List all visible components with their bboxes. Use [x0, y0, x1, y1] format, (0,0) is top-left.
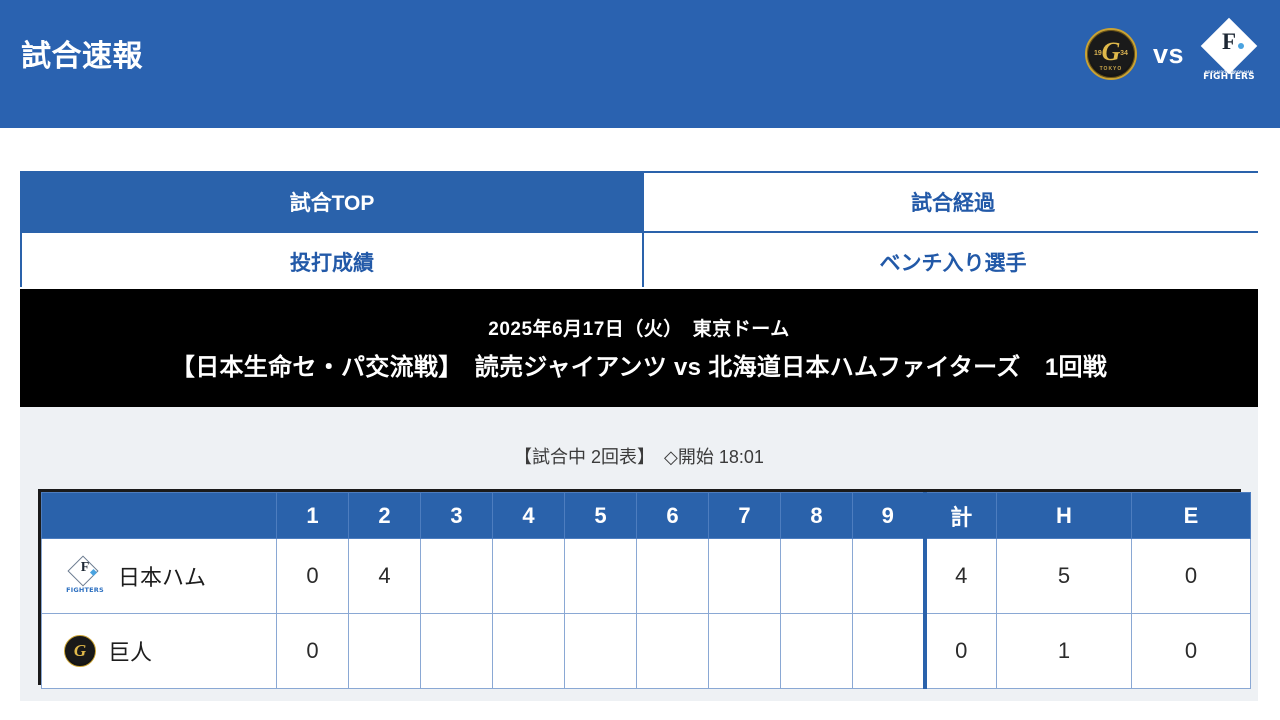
fighters-mini-name: FIGHTERS	[66, 586, 104, 594]
game-matchup-title: 【日本生命セ・パ交流戦】 読売ジャイアンツ vs 北海道日本ハムファイターズ 1…	[170, 354, 1108, 381]
column-header-inning-5: 5	[564, 492, 637, 539]
score-cell-inning-3	[420, 613, 493, 689]
score-cell-inning-4	[492, 538, 565, 614]
fighters-mini-icon: F FIGHTERS	[64, 555, 106, 594]
column-header-errors: E	[1131, 492, 1251, 539]
table-row: F FIGHTERS 日本ハム 0 4	[41, 538, 1251, 614]
score-cell-inning-9	[852, 538, 925, 614]
team-name-label: 日本ハム	[118, 565, 207, 590]
score-cell-inning-7	[708, 613, 781, 689]
giants-year-left: 19	[1093, 50, 1102, 57]
scoreboard-container: 1 2 3 4 5 6 7 8 9 計 H E	[38, 489, 1251, 689]
scoreboard-panel: 【試合中 2回表】 ◇開始 18:01 1 2 3 4 5 6 7	[20, 407, 1258, 701]
score-cell-inning-8	[780, 538, 853, 614]
score-cell-hits: 5	[996, 538, 1132, 614]
column-header-inning-7: 7	[708, 492, 781, 539]
score-cell-runs: 4	[922, 538, 997, 614]
column-header-inning-9: 9	[852, 492, 925, 539]
score-cell-inning-2	[348, 613, 421, 689]
tab-bar: 試合TOP 試合経過 投打成績 ベンチ入り選手	[20, 171, 1262, 291]
column-header-inning-6: 6	[636, 492, 709, 539]
fighters-logo-icon: F HOKKAIDO NIPPON-HAM FIGHTERS	[1200, 17, 1258, 82]
score-cell-inning-6	[636, 538, 709, 614]
column-header-inning-2: 2	[348, 492, 421, 539]
giants-letter: G	[1101, 37, 1121, 66]
tab-bench-players[interactable]: ベンチ入り選手	[644, 233, 1262, 291]
giants-logo-icon: 19 G 34 TOKYO	[1084, 28, 1137, 80]
giants-city: TOKYO	[1099, 66, 1123, 72]
table-row: G 巨人 0 0 1 0	[41, 613, 1251, 689]
score-cell-hits: 1	[996, 613, 1132, 689]
page-title: 試合速報	[21, 40, 143, 73]
score-cell-inning-9	[852, 613, 925, 689]
game-banner: 2025年6月17日（火） 東京ドーム 【日本生命セ・パ交流戦】 読売ジャイアン…	[20, 289, 1258, 407]
column-header-inning-3: 3	[420, 492, 493, 539]
score-cell-inning-8	[780, 613, 853, 689]
game-status-text: 【試合中 2回表】 ◇開始 18:01	[514, 447, 764, 467]
fighters-letter: F	[1221, 29, 1237, 54]
giants-mini-icon: G	[64, 635, 96, 667]
score-cell-inning-5	[564, 538, 637, 614]
team-cell-fighters: F FIGHTERS 日本ハム	[41, 538, 277, 614]
score-cell-inning-6	[636, 613, 709, 689]
score-cell-inning-3	[420, 538, 493, 614]
tab-game-top[interactable]: 試合TOP	[22, 173, 642, 231]
app-header: 試合速報 19 G 34 TOKYO vs F HOKKAIDO NIPPON-…	[0, 0, 1280, 128]
giants-mini-letter: G	[73, 640, 87, 660]
fighters-name-label: FIGHTERS	[1203, 72, 1255, 82]
column-header-inning-4: 4	[492, 492, 565, 539]
tab-pitching-batting-stats[interactable]: 投打成績	[22, 233, 642, 291]
score-cell-errors: 0	[1131, 613, 1251, 689]
vs-label: vs	[1152, 38, 1184, 69]
game-date-venue: 2025年6月17日（火） 東京ドーム	[488, 319, 790, 340]
score-cell-inning-1: 0	[276, 538, 349, 614]
fighters-sub-label: HOKKAIDO NIPPON-HAM	[1204, 70, 1254, 74]
column-header-inning-1: 1	[276, 492, 349, 539]
score-cell-errors: 0	[1131, 538, 1251, 614]
team-name-label: 巨人	[108, 640, 153, 665]
team-cell-giants: G 巨人	[41, 613, 277, 689]
score-cell-inning-2: 4	[348, 538, 421, 614]
score-cell-runs: 0	[922, 613, 997, 689]
tab-game-progress[interactable]: 試合経過	[644, 173, 1262, 231]
fighters-mini-letter: F	[80, 560, 90, 575]
fighters-dot-shape	[1238, 43, 1244, 49]
giants-year-right: 34	[1120, 50, 1128, 57]
column-header-team	[41, 492, 277, 539]
score-cell-inning-4	[492, 613, 565, 689]
scoreboard-table: 1 2 3 4 5 6 7 8 9 計 H E	[41, 492, 1251, 689]
header-matchup-logos: 19 G 34 TOKYO vs F HOKKAIDO NIPPON-HAM F…	[1084, 17, 1258, 82]
score-cell-inning-5	[564, 613, 637, 689]
scoreboard-header-row: 1 2 3 4 5 6 7 8 9 計 H E	[41, 492, 1251, 539]
score-cell-inning-1: 0	[276, 613, 349, 689]
column-header-runs: 計	[922, 492, 997, 539]
score-cell-inning-7	[708, 538, 781, 614]
column-header-hits: H	[996, 492, 1132, 539]
column-header-inning-8: 8	[780, 492, 853, 539]
